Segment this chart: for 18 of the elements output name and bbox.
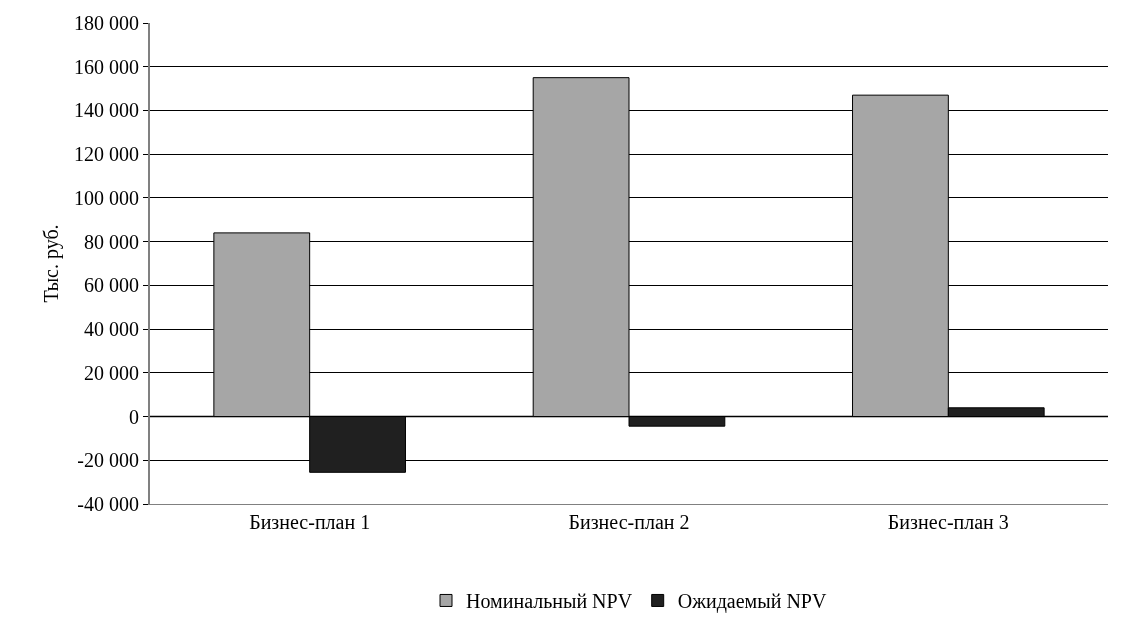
x-tick-label: Бизнес-план 1 (249, 511, 371, 533)
y-tick-label: 0 (129, 405, 139, 428)
x-tick-label: Бизнес-план 2 (568, 511, 690, 533)
y-tick-label: 40 000 (84, 318, 139, 341)
y-axis-title: Тыс. руб. (40, 224, 63, 303)
legend-label: Ожидаемый NPV (677, 590, 827, 614)
y-tick-label: 160 000 (74, 55, 139, 78)
y-tick-label: 140 000 (74, 99, 139, 122)
y-tick-label: -40 000 (77, 493, 139, 515)
y-tick-label: 80 000 (84, 230, 139, 253)
y-tick-label: 180 000 (74, 12, 139, 34)
x-tick-label: Бизнес-план 3 (887, 511, 1009, 533)
legend-label: Номинальный NPV (466, 590, 633, 613)
y-tick-label: 20 000 (84, 361, 139, 384)
y-tick-label: 120 000 (74, 143, 139, 166)
y-tick-label: 100 000 (74, 186, 139, 209)
y-tick-label: 60 000 (84, 274, 139, 297)
y-tick-label: -20 000 (77, 449, 139, 472)
